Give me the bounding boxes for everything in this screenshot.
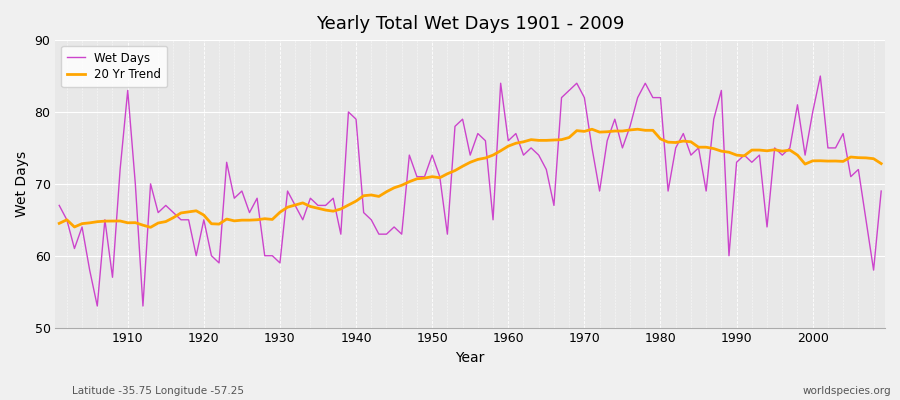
- Wet Days: [290, 203, 301, 208]
- Title: Yearly Total Wet Days 1901 - 2009: Yearly Total Wet Days 1901 - 2009: [316, 15, 625, 33]
- 20 Yr Trend: [114, 218, 125, 223]
- Wet Days: [602, 138, 613, 143]
- Line: Wet Days: Wet Days: [59, 76, 881, 306]
- Wet Days: [876, 189, 886, 194]
- 20 Yr Trend: [587, 127, 598, 132]
- Wet Days: [336, 232, 346, 236]
- 20 Yr Trend: [876, 161, 886, 166]
- Wet Days: [122, 88, 133, 93]
- Text: worldspecies.org: worldspecies.org: [803, 386, 891, 396]
- Wet Days: [503, 138, 514, 143]
- 20 Yr Trend: [609, 129, 620, 134]
- Wet Days: [814, 74, 825, 78]
- Legend: Wet Days, 20 Yr Trend: Wet Days, 20 Yr Trend: [61, 46, 167, 87]
- 20 Yr Trend: [290, 203, 301, 208]
- Y-axis label: Wet Days: Wet Days: [15, 151, 29, 217]
- Text: Latitude -35.75 Longitude -57.25: Latitude -35.75 Longitude -57.25: [72, 386, 244, 396]
- X-axis label: Year: Year: [455, 351, 485, 365]
- 20 Yr Trend: [336, 207, 346, 212]
- 20 Yr Trend: [54, 221, 65, 226]
- 20 Yr Trend: [145, 225, 156, 230]
- Wet Days: [92, 304, 103, 308]
- Wet Days: [510, 131, 521, 136]
- Line: 20 Yr Trend: 20 Yr Trend: [59, 129, 881, 227]
- 20 Yr Trend: [503, 144, 514, 148]
- Wet Days: [54, 203, 65, 208]
- 20 Yr Trend: [510, 141, 521, 146]
